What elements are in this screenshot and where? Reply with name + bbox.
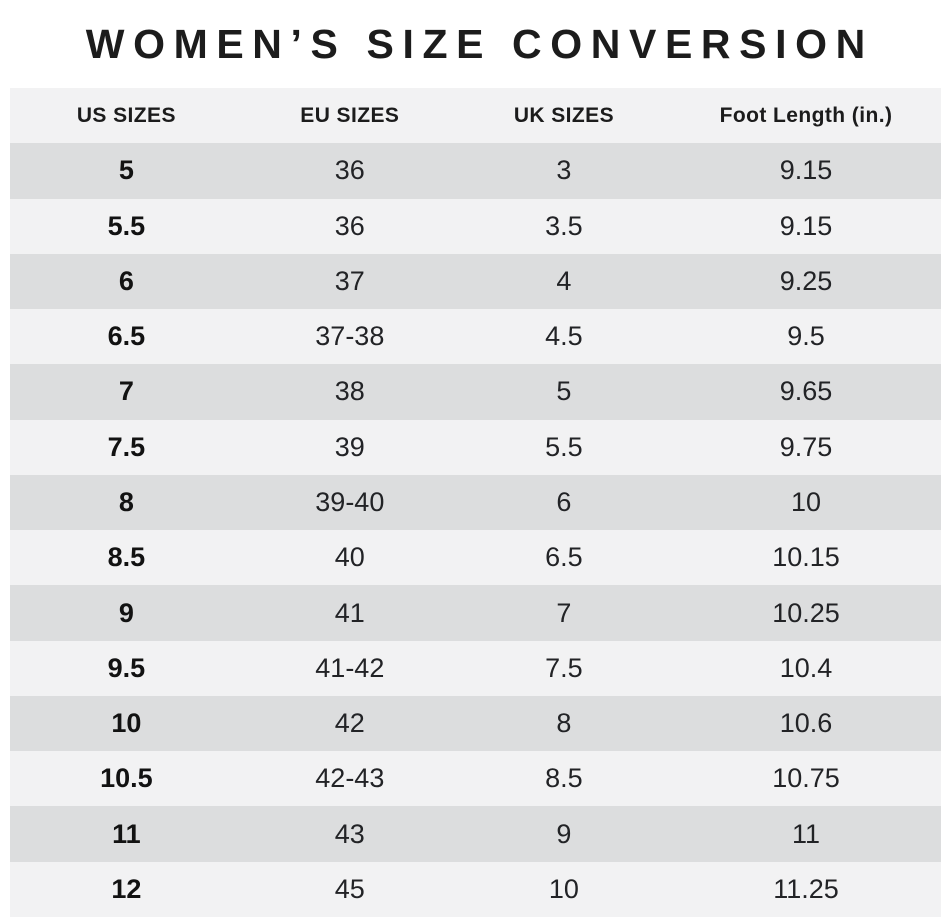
- uk-size-cell: 9: [556, 818, 572, 849]
- uk-size-column-header: UK SIZES: [513, 103, 615, 127]
- foot-length-cell: 9.15: [779, 155, 833, 186]
- eu-size-cell: 39: [334, 431, 365, 462]
- eu-size-column-header: EU SIZES: [300, 103, 400, 127]
- eu-size-cell: 38: [334, 376, 365, 407]
- uk-size-cell: 5.5: [545, 431, 583, 462]
- us-size-cell: 7: [118, 376, 134, 407]
- uk-size-cell: 5: [556, 376, 572, 407]
- table-row: 5.5 36 3.5 9.15: [10, 198, 941, 254]
- foot-length-cell: 10.25: [772, 597, 840, 628]
- table-row: 7.5 39 5.5 9.75: [10, 419, 941, 475]
- foot-length-cell: 9.75: [779, 431, 833, 462]
- us-size-cell: 6: [118, 265, 134, 296]
- header-row: US SIZES EU SIZES UK SIZES Foot Length (in.…: [10, 88, 941, 144]
- eu-size-cell: 36: [334, 210, 365, 241]
- eu-size-cell: 42: [334, 708, 365, 739]
- eu-size-cell: 43: [334, 818, 365, 849]
- uk-size-cell: 6: [556, 486, 572, 517]
- foot-length-cell: 11: [791, 818, 820, 849]
- table-row: 11 43 9 11: [10, 806, 941, 862]
- us-size-cell: 9: [118, 597, 134, 628]
- table-row: 8.5 40 6.5 10.15: [10, 530, 941, 586]
- foot-length-cell: 11.25: [773, 873, 839, 904]
- table-row: 9.5 41-42 7.5 10.4: [10, 640, 941, 696]
- table-row: 9 41 7 10.25: [10, 585, 941, 641]
- eu-size-cell: 40: [334, 542, 365, 573]
- uk-size-cell: 3: [556, 155, 572, 186]
- foot-length-cell: 10.75: [772, 763, 840, 794]
- uk-size-cell: 7: [556, 597, 572, 628]
- uk-size-cell: 8: [556, 708, 572, 739]
- table-row: 6.5 37-38 4.5 9.5: [10, 309, 941, 365]
- foot-length-cell: 10: [790, 486, 822, 517]
- us-size-cell: 6.5: [107, 321, 146, 352]
- foot-length-cell: 9.65: [779, 376, 833, 407]
- uk-size-cell: 7.5: [545, 652, 583, 683]
- eu-size-cell: 41: [334, 597, 365, 628]
- foot-length-column-header: Foot Length (in.): [719, 103, 893, 127]
- eu-size-cell: 36: [334, 155, 365, 186]
- us-size-cell: 5.5: [107, 210, 146, 241]
- eu-size-cell: 45: [334, 873, 365, 904]
- page-title: WOMEN’S SIZE CONVERSION: [85, 20, 874, 67]
- foot-length-cell: 9.5: [787, 321, 825, 352]
- us-size-cell: 9.5: [107, 652, 146, 683]
- table-row: 8 39-40 6 10: [10, 474, 941, 531]
- us-size-cell: 10: [111, 708, 142, 739]
- uk-size-cell: 4: [556, 265, 572, 296]
- us-size-cell: 12: [111, 873, 142, 904]
- uk-size-cell: 10: [548, 873, 579, 904]
- us-size-cell: 10.5: [100, 763, 153, 794]
- foot-length-cell: 9.15: [779, 210, 833, 241]
- us-size-cell: 8: [118, 486, 134, 517]
- eu-size-cell: 37-38: [315, 321, 385, 352]
- foot-length-cell: 10.15: [772, 542, 840, 573]
- table-row: 5 36 3 9.15: [10, 143, 941, 199]
- us-size-cell: 8.5: [107, 542, 146, 573]
- us-size-column-header: US SIZES: [76, 103, 176, 127]
- us-size-cell: 7.5: [107, 431, 146, 462]
- eu-size-cell: 42-43: [315, 763, 385, 794]
- foot-length-cell: 10.6: [779, 708, 833, 739]
- foot-length-cell: 9.25: [779, 265, 833, 296]
- foot-length-cell: 10.4: [779, 652, 833, 683]
- size-conversion-table: US SIZES EU SIZES UK SIZES Foot Length (in.…: [10, 88, 941, 917]
- table-row: 10.5 42-43 8.5 10.75: [10, 751, 941, 807]
- table-row: 7 38 5 9.65: [10, 364, 941, 420]
- uk-size-cell: 3.5: [545, 210, 583, 241]
- us-size-cell: 11: [112, 818, 141, 849]
- title-bar: WOMEN’S SIZE CONVERSION: [0, 0, 951, 88]
- eu-size-cell: 37: [334, 265, 365, 296]
- uk-size-cell: 6.5: [545, 542, 583, 573]
- eu-size-cell: 39-40: [315, 486, 385, 517]
- table-row: 10 42 8 10.6: [10, 695, 941, 752]
- uk-size-cell: 8.5: [545, 763, 583, 794]
- table-row: 12 45 10 11.25: [10, 861, 941, 917]
- table-row: 6 37 4 9.25: [10, 253, 941, 310]
- us-size-cell: 5: [118, 155, 134, 186]
- eu-size-cell: 41-42: [315, 652, 385, 683]
- uk-size-cell: 4.5: [545, 321, 583, 352]
